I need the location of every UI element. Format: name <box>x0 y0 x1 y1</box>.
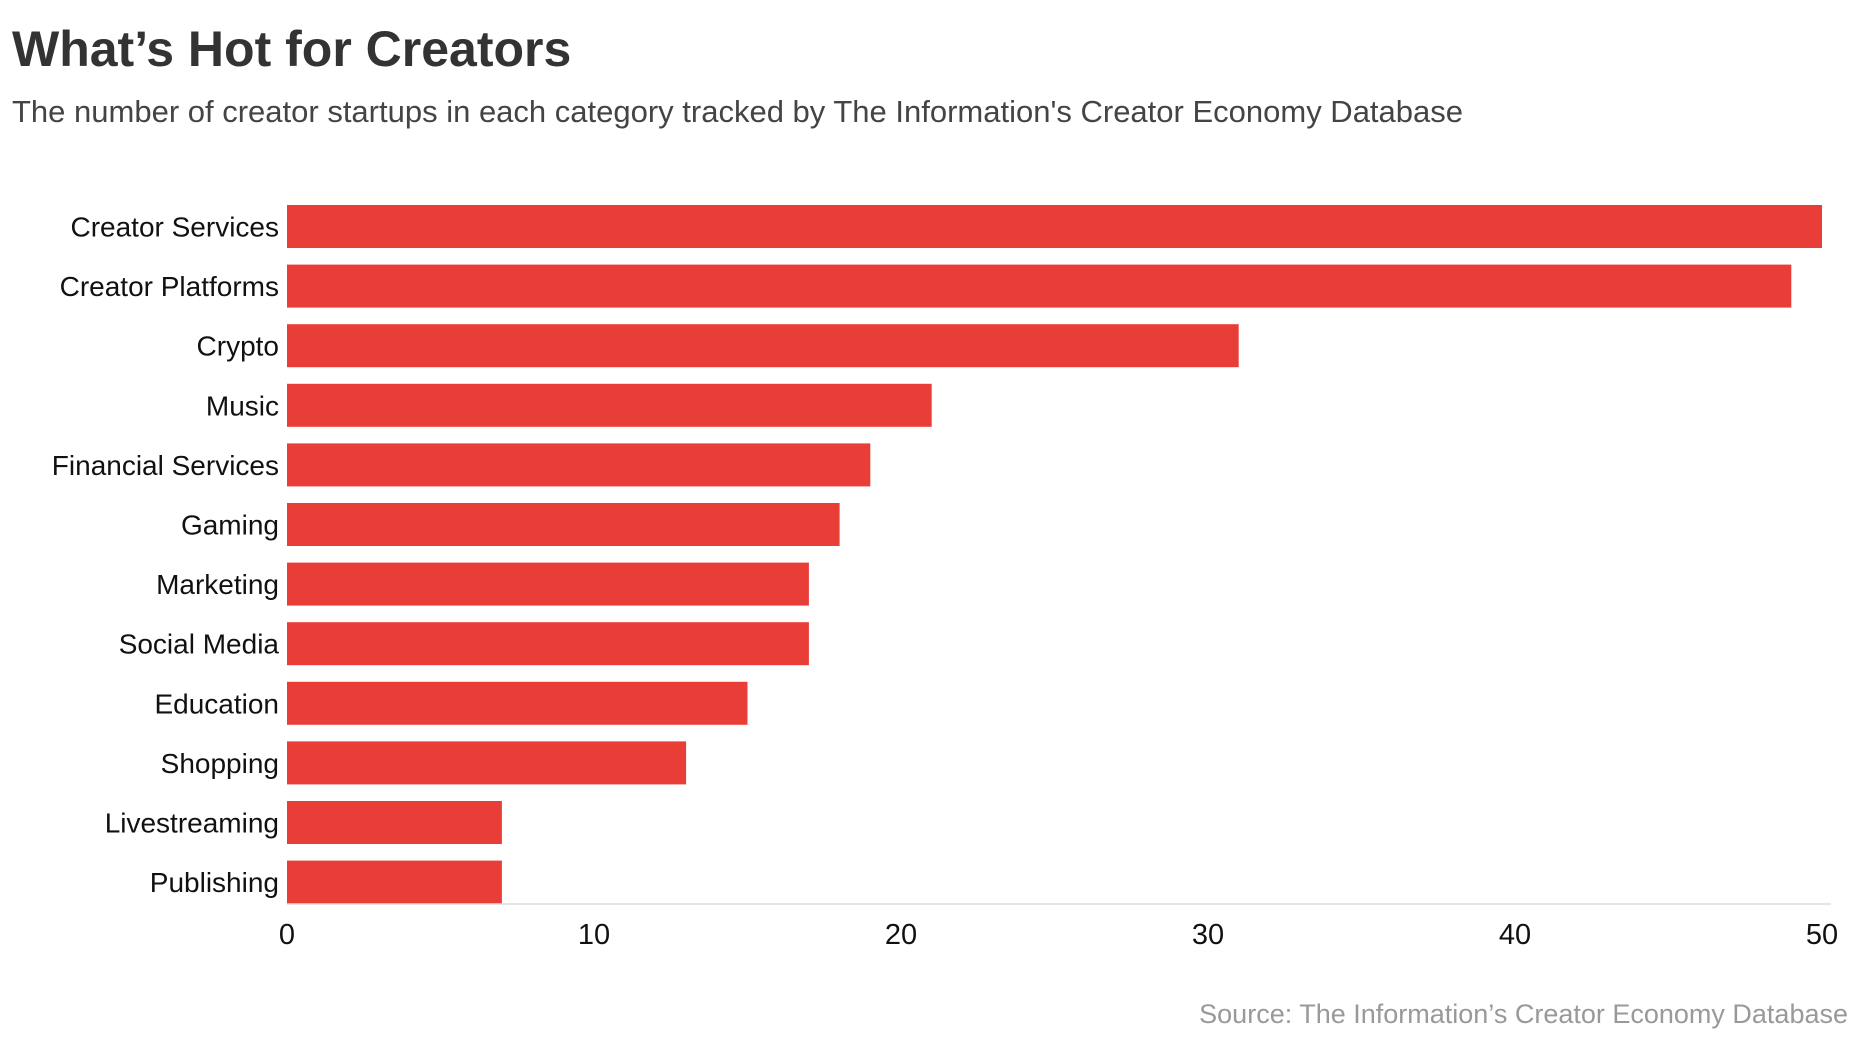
category-label: Financial Services <box>52 450 279 481</box>
bar-creator-platforms <box>287 264 1792 308</box>
category-label: Music <box>206 390 279 421</box>
category-labels: Creator Services Creator Platforms Crypto M… <box>52 212 280 899</box>
bar-financial-services <box>287 443 871 487</box>
category-label: Publishing <box>150 867 279 898</box>
x-axis-ticks: 0 10 20 30 40 50 <box>279 919 1838 951</box>
category-label: Creator Platforms <box>60 271 279 302</box>
x-tick-label: 10 <box>578 919 610 951</box>
x-tick-label: 30 <box>1192 919 1224 951</box>
category-label: Creator Services <box>70 212 279 243</box>
category-label: Social Media <box>119 629 280 660</box>
bar-shopping <box>287 741 687 785</box>
category-label: Livestreaming <box>105 808 279 839</box>
x-tick-label: 20 <box>885 919 917 951</box>
category-label: Crypto <box>197 331 279 362</box>
bar-education <box>287 681 748 725</box>
category-label: Education <box>154 688 279 719</box>
bar-social-media <box>287 622 809 666</box>
bar-livestreaming <box>287 801 502 844</box>
x-tick-label: 50 <box>1806 919 1838 951</box>
category-label: Gaming <box>181 510 279 541</box>
category-label: Marketing <box>156 569 279 600</box>
chart-title: What’s Hot for Creators <box>12 21 571 77</box>
bar-creator-services <box>287 205 1822 248</box>
bar-music <box>287 383 932 427</box>
bar-gaming <box>287 503 840 546</box>
bar-publishing <box>287 860 502 904</box>
bar-crypto <box>287 324 1239 368</box>
category-label: Shopping <box>161 748 279 779</box>
x-tick-label: 0 <box>279 919 295 951</box>
x-tick-label: 40 <box>1499 919 1531 951</box>
bar-marketing <box>287 562 809 606</box>
source-note: Source: The Information’s Creator Econom… <box>1199 999 1848 1029</box>
bars-group <box>287 205 1822 904</box>
chart-subtitle: The number of creator startups in each c… <box>12 94 1463 129</box>
